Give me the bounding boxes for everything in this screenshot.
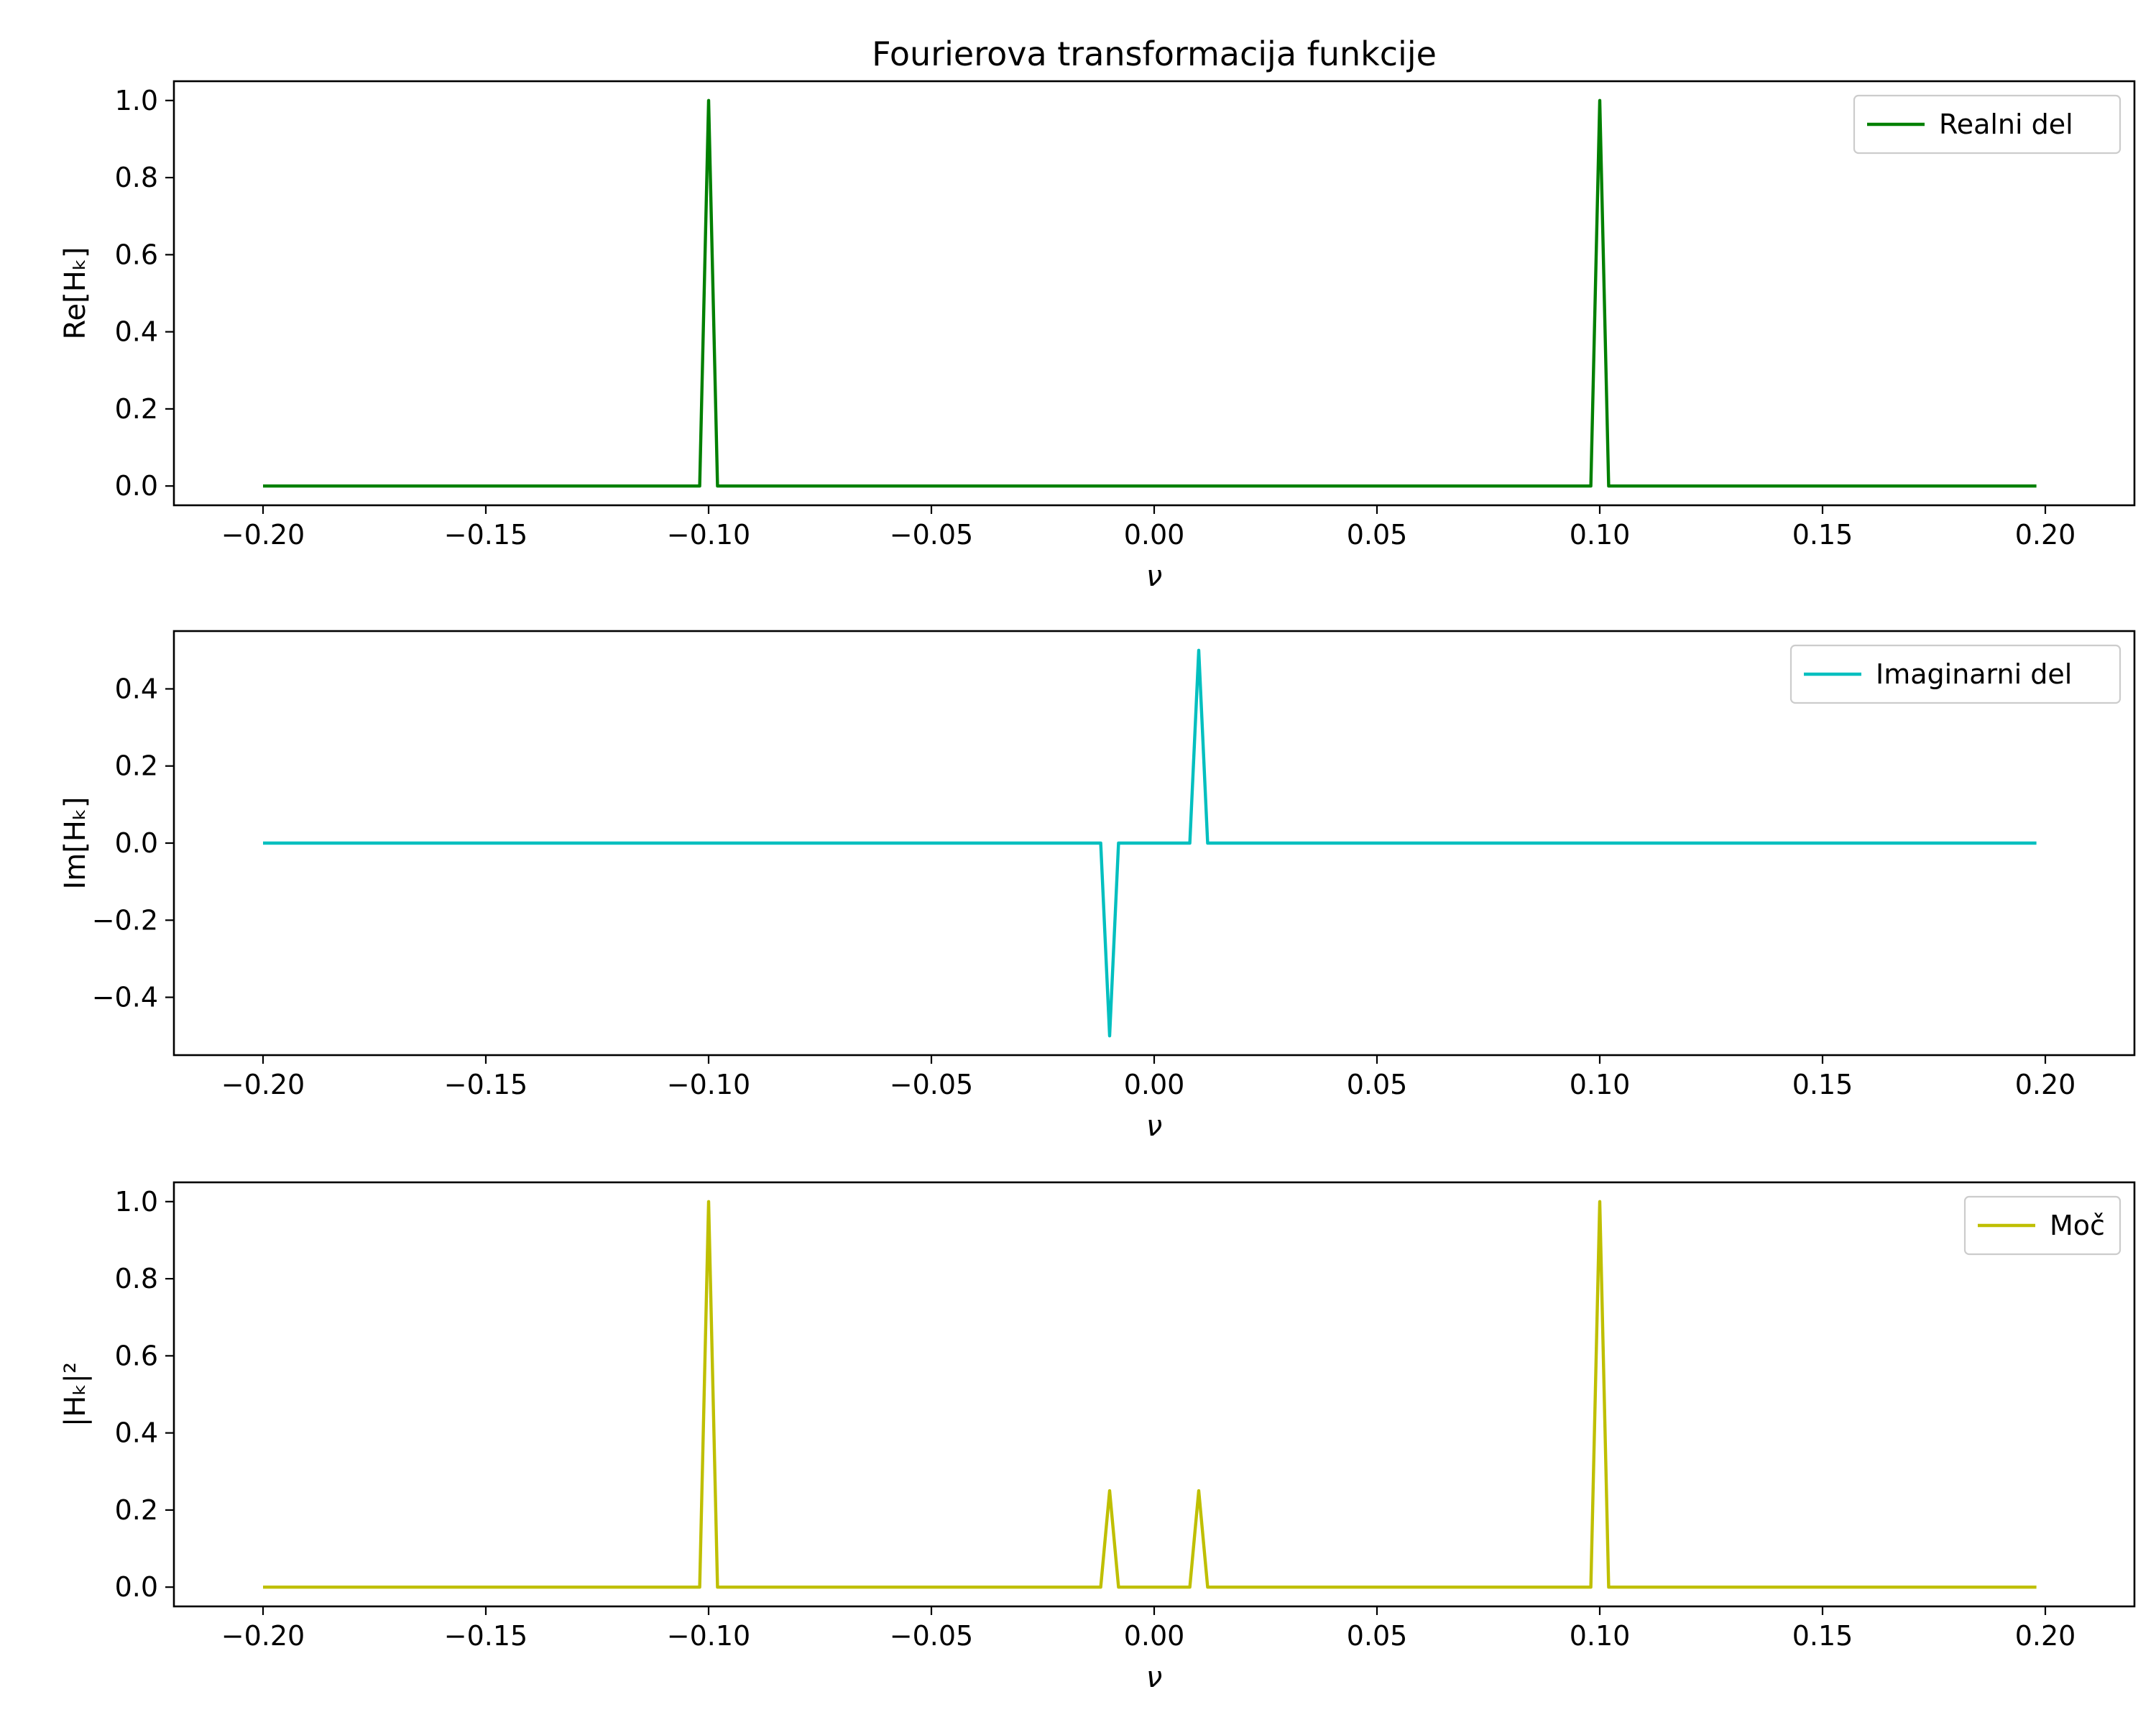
x-tick-label: 0.15 bbox=[1792, 1069, 1853, 1100]
x-axis-label: ν bbox=[1146, 1661, 1162, 1694]
legend-box bbox=[1963, 1195, 2122, 1256]
x-axis-label: ν bbox=[1146, 1110, 1162, 1143]
chart-title: Fourierova transformacija funkcije bbox=[872, 34, 1437, 73]
legend-label: Imaginarni del bbox=[1876, 658, 2072, 690]
subplot-1: Fourierova transformacija funkcije −0.20 −… bbox=[59, 34, 2136, 593]
y-tick-label: 0.4 bbox=[115, 1417, 158, 1449]
y-tick-label: 0.8 bbox=[115, 1263, 158, 1294]
x-tick-label: 0.00 bbox=[1124, 1620, 1185, 1652]
x-tick-label: −0.15 bbox=[444, 519, 528, 551]
legend: Imaginarni del bbox=[1789, 644, 2122, 704]
series-line-1 bbox=[263, 648, 2037, 1038]
y-axis-label: Re[Hₖ] bbox=[59, 247, 92, 340]
x-tick-label: −0.05 bbox=[890, 1069, 973, 1100]
x-tick-label: −0.05 bbox=[890, 519, 973, 551]
x-tick-label: 0.20 bbox=[2015, 519, 2076, 551]
subplot-2: −0.20 −0.15 −0.10 −0.05 0.00 0.05 0.10 0.15 0.20… bbox=[59, 630, 2136, 1143]
x-tick-label: −0.20 bbox=[221, 519, 305, 551]
x-tick-label: −0.15 bbox=[444, 1069, 528, 1100]
x-tick-label: 0.05 bbox=[1347, 1069, 1408, 1100]
x-tick-label: 0.10 bbox=[1570, 1069, 1631, 1100]
legend-box bbox=[1853, 94, 2122, 155]
y-tick-label: 0.4 bbox=[115, 316, 158, 348]
x-tick-label: 0.10 bbox=[1570, 519, 1631, 551]
y-axis-label: |Hₖ|² bbox=[59, 1362, 92, 1427]
x-tick-label: 0.00 bbox=[1124, 1069, 1185, 1100]
legend-box bbox=[1789, 644, 2122, 704]
legend: Realni del bbox=[1853, 94, 2122, 155]
y-tick-label: 0.2 bbox=[115, 393, 158, 425]
y-tick-label: −0.2 bbox=[92, 904, 158, 936]
y-tick-label: 0.6 bbox=[115, 239, 158, 270]
y-tick-label: 1.0 bbox=[115, 1186, 158, 1218]
y-tick-label: 0.0 bbox=[115, 1571, 158, 1603]
x-tick-label: −0.10 bbox=[667, 1620, 750, 1652]
x-tick-label: 0.20 bbox=[2015, 1620, 2076, 1652]
x-tick-label: 0.10 bbox=[1570, 1620, 1631, 1652]
x-tick-label: −0.20 bbox=[221, 1620, 305, 1652]
x-tick-label: 0.05 bbox=[1347, 1620, 1408, 1652]
y-axis-label: Im[Hₖ] bbox=[59, 796, 92, 889]
plot-frame bbox=[172, 1181, 2136, 1608]
x-tick-label: 0.00 bbox=[1124, 519, 1185, 551]
x-tick-label: 0.15 bbox=[1792, 1620, 1853, 1652]
y-tick-label: 0.0 bbox=[115, 827, 158, 859]
series-line-1 bbox=[263, 98, 2037, 488]
subplot-3: −0.20 −0.15 −0.10 −0.05 0.00 0.05 0.10 0.15 0.20… bbox=[59, 1181, 2136, 1694]
y-tick-label: 1.0 bbox=[115, 85, 158, 116]
y-tick-label: −0.4 bbox=[92, 982, 158, 1013]
series-line-1 bbox=[263, 1200, 2037, 1589]
y-tick-label: 0.2 bbox=[115, 1494, 158, 1526]
y-tick-label: 0.8 bbox=[115, 162, 158, 193]
x-tick-label: 0.15 bbox=[1792, 519, 1853, 551]
plot-frame bbox=[172, 80, 2136, 507]
legend-label: Realni del bbox=[1939, 109, 2073, 140]
y-tick-label: 0.4 bbox=[115, 673, 158, 704]
x-tick-label: 0.05 bbox=[1347, 519, 1408, 551]
y-tick-label: 0.2 bbox=[115, 750, 158, 782]
x-tick-label: −0.10 bbox=[667, 1069, 750, 1100]
legend-label: Moč bbox=[2050, 1210, 2105, 1241]
x-tick-label: −0.15 bbox=[444, 1620, 528, 1652]
legend: Moč bbox=[1963, 1195, 2122, 1256]
x-tick-label: −0.05 bbox=[890, 1620, 973, 1652]
x-tick-label: 0.20 bbox=[2015, 1069, 2076, 1100]
x-tick-label: −0.10 bbox=[667, 519, 750, 551]
y-tick-label: 0.6 bbox=[115, 1340, 158, 1371]
y-tick-label: 0.0 bbox=[115, 470, 158, 502]
x-axis-label: ν bbox=[1146, 560, 1162, 593]
x-tick-label: −0.20 bbox=[221, 1069, 305, 1100]
